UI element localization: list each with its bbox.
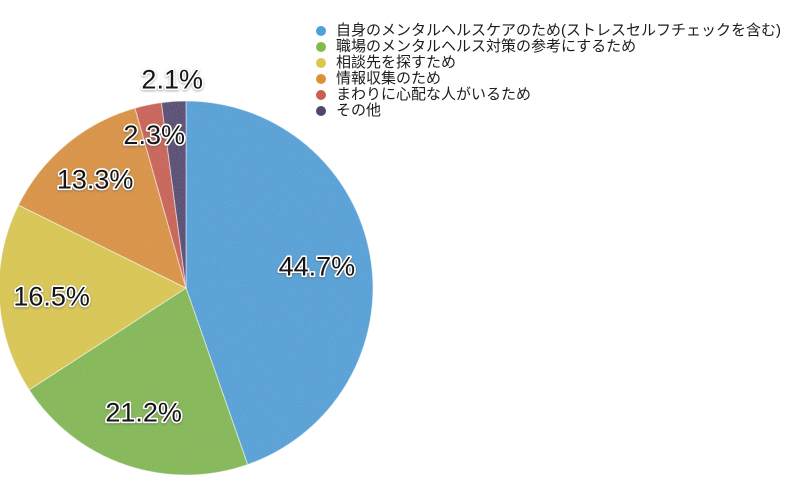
pie-slices [0,100,374,476]
legend-item-label: 情報収集のため [336,70,442,87]
pie-slice-value-label: 44.7% [279,252,356,282]
pie-slice-value-label: 16.5% [13,282,90,312]
pie-slice-0 [185,100,374,466]
legend-item-label: 相談先を探すため [336,54,457,71]
pie-slice-5 [160,100,187,289]
legend-item: その他 [316,103,781,119]
legend-item: 相談先を探すため [316,55,781,71]
chart-legend: 自身のメンタルヘルスケアのため(ストレスセルフチェックを含む) 職場のメンタルヘル… [316,23,781,119]
legend-item: 職場のメンタルヘルス対策の参考にするため [316,39,781,55]
legend-item-label: 自身のメンタルヘルスケアのため(ストレスセルフチェックを含む) [336,22,781,39]
legend-item-label: まわりに心配な人がいるため [336,86,532,103]
pie-slice-value-label: 2.1% [141,65,203,95]
pie-slice-1 [28,287,249,476]
pie-slice-value-label: 2.3% [123,120,185,150]
legend-swatch-icon [316,26,326,36]
legend-item: 情報収集のため [316,71,781,87]
legend-swatch-icon [316,58,326,68]
legend-swatch-icon [316,90,326,100]
pie-slice-2 [0,204,187,391]
pie-value-labels: 44.7% 21.2% 16.5% 13.3% 2.3% 2.1% [12,63,357,429]
legend-item-label: 職場のメンタルヘルス対策の参考にするため [336,38,637,55]
legend-item: まわりに心配な人がいるため [316,87,781,103]
legend-item-label: その他 [336,102,382,119]
legend-item: 自身のメンタルヘルスケアのため(ストレスセルフチェックを含む) [316,23,781,39]
legend-swatch-icon [316,74,326,84]
pie-slice-value-label: 13.3% [57,164,134,194]
legend-swatch-icon [316,42,326,52]
legend-swatch-icon [316,106,326,116]
pie-slice-value-label: 21.2% [105,398,182,428]
pie-slice-3 [17,107,187,289]
